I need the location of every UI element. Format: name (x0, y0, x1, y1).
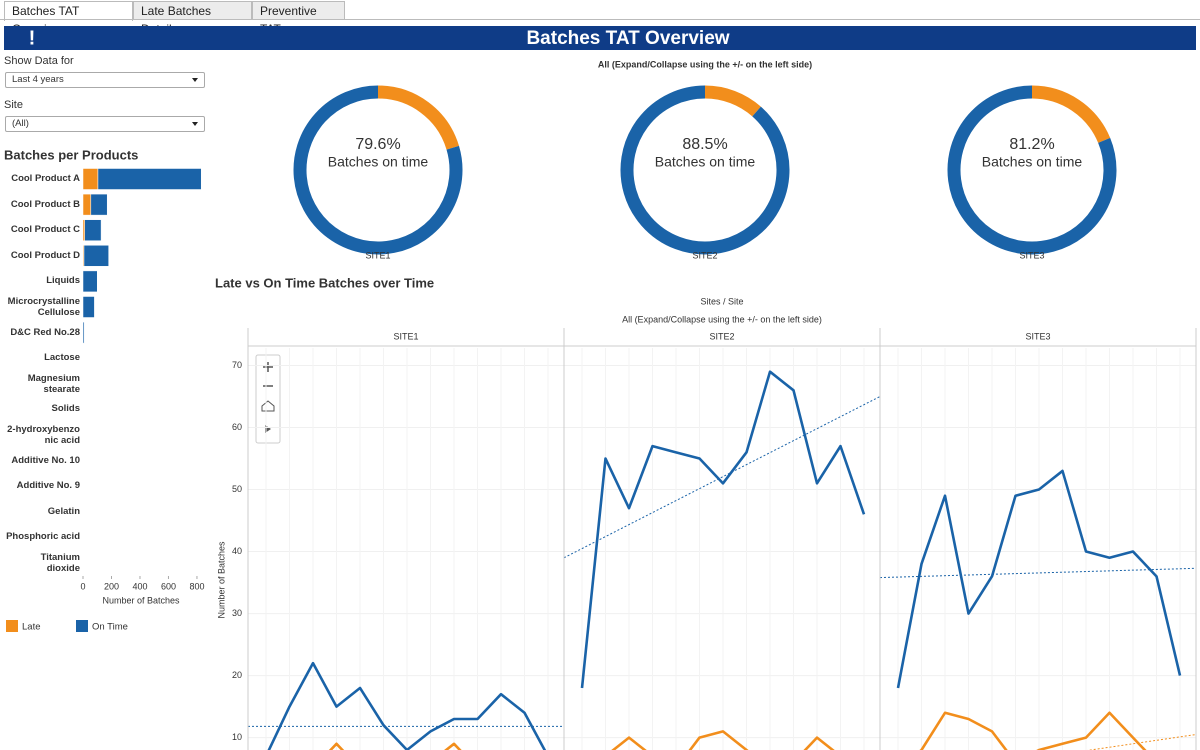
filter-label: Show Data for (4, 55, 74, 67)
category-label: Lactose (44, 352, 80, 364)
category-label: Solids (51, 403, 80, 415)
y-tick-label: 50 (232, 484, 242, 494)
zoom-in[interactable] (263, 362, 273, 372)
series-line (267, 661, 547, 750)
y-tick-label: 60 (232, 422, 242, 432)
x-axis-label: Number of Batches (102, 595, 180, 605)
tab[interactable]: Late Batches Details (133, 1, 252, 36)
panel-title: SITE1 (393, 331, 418, 341)
legend-swatch (76, 620, 88, 632)
donut-segment (947, 85, 1117, 255)
series-line (611, 730, 835, 750)
category-label: Cool Product B (10, 198, 80, 210)
donut-label: Batches on time (328, 154, 429, 170)
donut-segment (620, 85, 790, 255)
bar-segment (82, 270, 98, 293)
donut-value: 88.5% (682, 136, 727, 153)
header-bar (4, 26, 1196, 50)
bar-segment (82, 321, 85, 344)
x-tick-label: 800 (189, 581, 204, 591)
series-line (896, 469, 1182, 689)
site-label: SITE2 (692, 250, 717, 260)
category-label: Gelatin (47, 505, 80, 517)
panel-title: SITE2 (709, 331, 734, 341)
filter-dropdown[interactable]: Last 4 years (5, 72, 205, 88)
series-line (580, 370, 866, 689)
header-icon: ! (29, 27, 36, 49)
y-tick-label: 70 (232, 360, 242, 370)
x-tick-label: 400 (132, 581, 147, 591)
tab-divider (0, 19, 1200, 20)
donut-label: Batches on time (982, 154, 1083, 170)
donut-subtitle: All (Expand/Collapse using the +/- on th… (598, 59, 812, 69)
filter-label: Site (4, 99, 23, 111)
trend-line (879, 567, 1196, 579)
bar-segment (82, 193, 92, 216)
zoom-home[interactable] (261, 400, 275, 412)
chart-title: Batches per Products (4, 147, 138, 162)
bar-segment (83, 245, 109, 267)
legend-label: On Time (92, 622, 128, 633)
category-label: Liquids (46, 275, 80, 287)
bar-segment (82, 219, 85, 241)
x-tick-label: 600 (161, 581, 176, 591)
bar-segment (82, 168, 99, 190)
site-label: SITE1 (365, 250, 390, 260)
donut-segment (704, 85, 761, 117)
header-title: Batches TAT Overview (526, 28, 729, 49)
y-tick-label: 30 (232, 608, 242, 618)
category-label: Titanium dioxide (40, 552, 80, 574)
category-label: Magnesium stearate (27, 372, 80, 395)
bar-segment (82, 296, 95, 318)
category-label: D&C Red No.28 (10, 326, 80, 338)
category-label: Additive No. 9 (16, 480, 80, 492)
y-tick-label: 40 (232, 546, 242, 556)
series-line (919, 711, 1147, 750)
legend-label: Late (22, 622, 41, 633)
trend-line (563, 396, 881, 559)
x-tick-label: 0 (80, 581, 85, 591)
x-tick-label: 200 (104, 581, 119, 591)
donut-value: 79.6% (355, 136, 400, 153)
y-tick-label: 20 (232, 670, 242, 680)
y-axis-label: Number of Batches (216, 541, 226, 619)
category-label: Additive No. 10 (11, 454, 80, 466)
bar-segment (84, 219, 102, 241)
donut-segment (293, 85, 463, 255)
site-label: SITE3 (1019, 250, 1044, 260)
chart-header: Sites / Site (700, 296, 743, 306)
legend-swatch (6, 620, 18, 632)
donut-value: 81.2% (1009, 136, 1054, 153)
donut-label: Batches on time (655, 154, 756, 170)
chart-subtitle: All (Expand/Collapse using the +/- on th… (622, 314, 822, 324)
chart-title: Late vs On Time Batches over Time (215, 275, 434, 290)
category-label: 2-hydroxybenzo nic acid (7, 424, 80, 446)
panel-title: SITE3 (1025, 331, 1050, 341)
donut-segment (1031, 85, 1111, 144)
bar-segment (97, 168, 202, 190)
bar-segment (90, 193, 108, 216)
plot (248, 348, 1196, 750)
zoom-toolbar (255, 354, 281, 444)
filter-dropdown[interactable]: (All) (5, 116, 205, 132)
category-label: Microcrystalline Cellulose (7, 296, 80, 318)
category-label: Cool Product A (11, 173, 80, 184)
category-label: Cool Product C (10, 224, 80, 236)
category-label: Cool Product D (10, 249, 80, 261)
y-tick-label: 10 (232, 732, 242, 742)
category-label: Phosphoric acid (6, 531, 80, 543)
donut-segment (377, 85, 459, 150)
